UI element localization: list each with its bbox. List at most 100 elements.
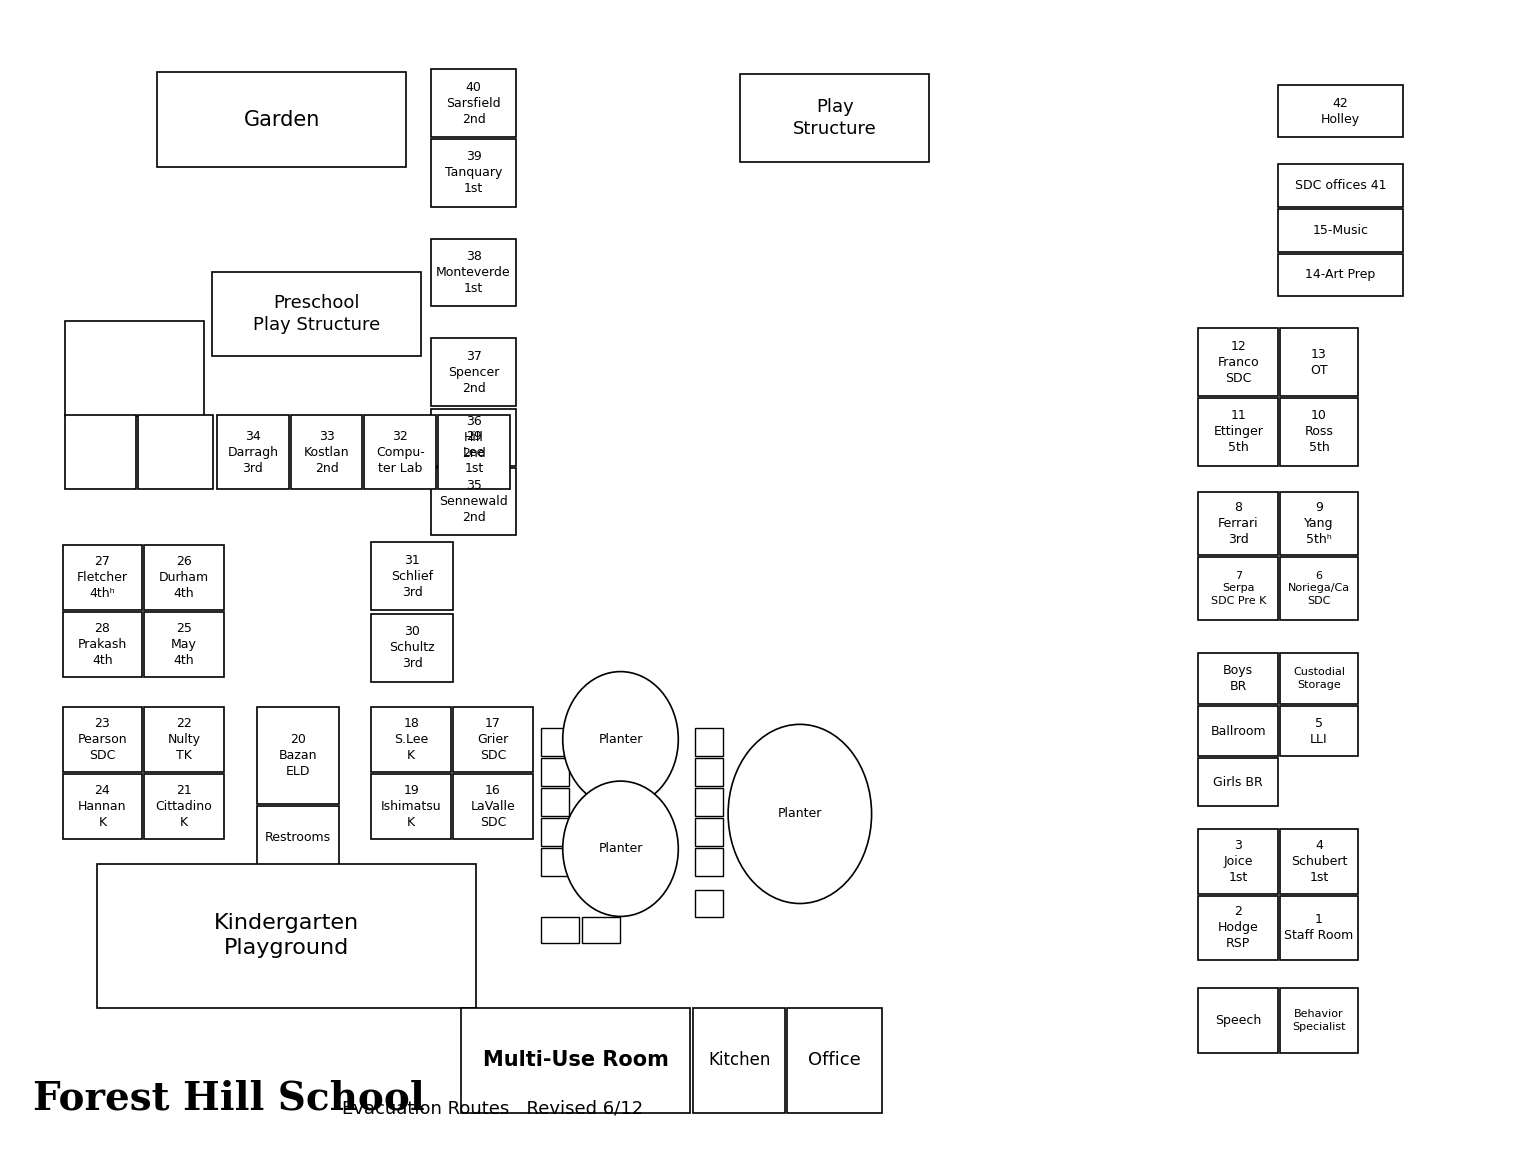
Text: 35
Sennewald
2nd: 35 Sennewald 2nd	[439, 479, 508, 524]
Bar	[541, 788, 568, 815]
Bar	[1198, 706, 1278, 757]
Text: 8
Ferrari
3rd: 8 Ferrari 3rd	[1218, 502, 1259, 546]
Bar	[290, 415, 362, 490]
Ellipse shape	[728, 724, 871, 904]
Bar	[695, 758, 724, 786]
Text: 31
Schlief
3rd: 31 Schlief 3rd	[391, 553, 433, 598]
Text: 37
Spencer
2nd: 37 Spencer 2nd	[448, 349, 499, 395]
Text: 28
Prakash
4th: 28 Prakash 4th	[78, 622, 128, 666]
Bar	[1280, 492, 1357, 555]
Bar	[1280, 328, 1357, 396]
Text: Behavior
Specialist: Behavior Specialist	[1292, 1009, 1345, 1032]
Text: Forest Hill School: Forest Hill School	[32, 1080, 424, 1117]
Text: Boys
BR: Boys BR	[1224, 664, 1254, 693]
Bar	[1198, 398, 1278, 465]
Bar	[432, 468, 515, 536]
Text: Speech: Speech	[1214, 1014, 1262, 1027]
Bar	[740, 74, 929, 162]
Text: 6
Noriega/Ca
SDC: 6 Noriega/Ca SDC	[1287, 571, 1350, 606]
Text: 32
Compu-
ter Lab: 32 Compu- ter Lab	[375, 430, 424, 475]
Bar	[144, 612, 223, 677]
Bar	[144, 545, 223, 610]
Ellipse shape	[562, 781, 678, 916]
Bar	[787, 1008, 882, 1113]
Text: Custodial
Storage: Custodial Storage	[1294, 667, 1345, 690]
Bar	[97, 864, 476, 1008]
Bar	[1280, 398, 1357, 465]
Text: 1
Staff Room: 1 Staff Room	[1284, 913, 1354, 942]
Bar	[1278, 165, 1403, 207]
Bar	[541, 918, 579, 944]
Text: Ballroom: Ballroom	[1210, 725, 1266, 738]
Text: 27
Fletcher
4thʰ: 27 Fletcher 4thʰ	[78, 555, 128, 600]
Bar	[461, 1008, 690, 1113]
Text: Preschool
Play Structure: Preschool Play Structure	[252, 294, 380, 334]
Bar	[257, 707, 339, 804]
Text: 39
Tanquary
1st: 39 Tanquary 1st	[445, 150, 502, 195]
Bar	[1280, 988, 1357, 1053]
Text: Multi-Use Room: Multi-Use Room	[483, 1050, 669, 1070]
Bar	[64, 321, 204, 416]
Text: 18
S.Lee
K: 18 S.Lee K	[394, 717, 429, 763]
Bar	[453, 774, 534, 839]
Text: Play
Structure: Play Structure	[793, 99, 877, 139]
Text: 33
Kostlan
2nd: 33 Kostlan 2nd	[304, 430, 350, 475]
Text: 10
Ross
5th: 10 Ross 5th	[1304, 409, 1333, 455]
Bar	[541, 818, 568, 846]
Bar	[1280, 652, 1357, 705]
Text: 22
Nulty
TK: 22 Nulty TK	[167, 717, 201, 763]
Text: 42
Holley: 42 Holley	[1321, 96, 1360, 126]
Bar	[541, 848, 568, 875]
Bar	[1278, 254, 1403, 296]
Bar	[432, 338, 515, 405]
Text: Planter: Planter	[778, 807, 822, 820]
Bar	[1278, 86, 1403, 137]
Bar	[1198, 652, 1278, 705]
Text: 16
LaValle
SDC: 16 LaValle SDC	[471, 784, 515, 828]
Text: 11
Ettinger
5th: 11 Ettinger 5th	[1213, 409, 1263, 455]
Bar	[1278, 209, 1403, 251]
Bar	[1198, 828, 1278, 893]
Text: 26
Durham
4th: 26 Durham 4th	[160, 555, 210, 600]
Bar	[582, 918, 620, 944]
Bar	[371, 707, 451, 772]
Text: 29
Lee
1st: 29 Lee 1st	[464, 430, 485, 475]
Bar	[432, 69, 515, 137]
Bar	[365, 415, 436, 490]
Bar	[64, 415, 137, 490]
Text: Garden: Garden	[243, 109, 319, 129]
Ellipse shape	[562, 672, 678, 807]
Bar	[693, 1008, 784, 1113]
Bar	[432, 239, 515, 307]
Bar	[144, 707, 223, 772]
Text: SDC offices 41: SDC offices 41	[1295, 179, 1386, 192]
Bar	[432, 409, 515, 465]
Bar	[144, 774, 223, 839]
Bar	[217, 415, 289, 490]
Bar	[695, 889, 724, 918]
Bar	[432, 139, 515, 207]
Bar	[695, 728, 724, 757]
Bar	[541, 728, 568, 757]
Text: 17
Grier
SDC: 17 Grier SDC	[477, 717, 509, 763]
Text: Office: Office	[807, 1052, 860, 1069]
Bar	[157, 73, 406, 167]
Bar	[1198, 492, 1278, 555]
Text: 5
LLI: 5 LLI	[1310, 717, 1328, 746]
Text: 34
Darragh
3rd: 34 Darragh 3rd	[228, 430, 278, 475]
Text: Kitchen: Kitchen	[708, 1052, 771, 1069]
Text: Restrooms: Restrooms	[264, 831, 331, 844]
Text: 21
Cittadino
K: 21 Cittadino K	[155, 784, 213, 828]
Bar	[211, 271, 421, 356]
Text: 36
Hill
2nd: 36 Hill 2nd	[462, 415, 485, 459]
Text: Planter: Planter	[599, 733, 643, 746]
Text: 19
Ishimatsu
K: 19 Ishimatsu K	[382, 784, 442, 828]
Bar	[371, 613, 453, 682]
Bar	[695, 788, 724, 815]
Bar	[695, 848, 724, 875]
Text: 9
Yang
5thʰ: 9 Yang 5thʰ	[1304, 502, 1333, 546]
Text: 13
OT: 13 OT	[1310, 348, 1328, 376]
Bar	[438, 415, 509, 490]
Text: 24
Hannan
K: 24 Hannan K	[78, 784, 126, 828]
Bar	[62, 545, 143, 610]
